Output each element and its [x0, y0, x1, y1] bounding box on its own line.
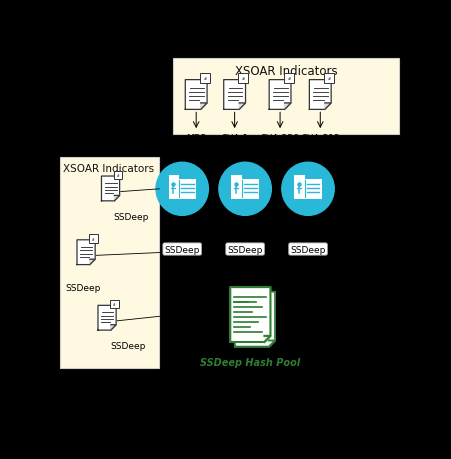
Polygon shape [77, 240, 95, 265]
Text: #: # [287, 77, 290, 81]
Bar [169, 176, 179, 179]
Circle shape [156, 163, 208, 216]
Text: SHA-1: SHA-1 [221, 134, 249, 143]
Polygon shape [185, 80, 207, 110]
Polygon shape [325, 104, 331, 110]
Polygon shape [309, 80, 331, 110]
Bar [295, 176, 305, 179]
Polygon shape [239, 104, 245, 110]
Text: SSDeep: SSDeep [290, 245, 326, 254]
Circle shape [282, 163, 334, 216]
Text: SSDeep: SSDeep [110, 341, 146, 350]
Text: #: # [203, 77, 207, 81]
Polygon shape [269, 341, 275, 347]
Bar [231, 179, 259, 200]
Text: SSDeep: SSDeep [65, 283, 100, 292]
Text: MD5: MD5 [186, 134, 207, 143]
Text: XSOAR Indicators: XSOAR Indicators [235, 65, 337, 78]
Polygon shape [111, 325, 116, 330]
Polygon shape [201, 104, 207, 110]
Text: SSDeep: SSDeep [165, 245, 200, 254]
Polygon shape [224, 80, 245, 110]
Circle shape [219, 163, 272, 216]
Bar [295, 179, 322, 200]
Polygon shape [285, 104, 291, 110]
Bar [89, 235, 97, 243]
Polygon shape [230, 287, 271, 342]
Polygon shape [235, 292, 275, 347]
Text: #: # [92, 237, 95, 241]
Text: SSDeep: SSDeep [227, 245, 263, 254]
Polygon shape [98, 306, 116, 330]
Polygon shape [269, 80, 291, 110]
Text: XSOAR Indicators: XSOAR Indicators [63, 163, 155, 173]
Bar [110, 300, 119, 309]
Bar [114, 171, 122, 180]
Polygon shape [101, 177, 120, 202]
FancyBboxPatch shape [60, 157, 160, 368]
Text: #: # [116, 174, 119, 178]
Polygon shape [264, 336, 271, 342]
Text: SSDeep: SSDeep [114, 213, 149, 221]
Text: #: # [113, 302, 115, 307]
Bar [200, 74, 210, 84]
Text: SHA-512: SHA-512 [301, 134, 340, 143]
Bar [231, 176, 242, 179]
Text: SHA-256: SHA-256 [261, 134, 299, 143]
Bar [169, 179, 196, 200]
Polygon shape [114, 196, 120, 202]
Bar [238, 74, 249, 84]
Text: #: # [327, 77, 331, 81]
Text: SSDeep Hash Pool: SSDeep Hash Pool [200, 357, 300, 367]
Bar [324, 74, 334, 84]
Text: #: # [242, 77, 245, 81]
Polygon shape [90, 260, 95, 265]
Bar [284, 74, 294, 84]
FancyBboxPatch shape [174, 59, 399, 134]
